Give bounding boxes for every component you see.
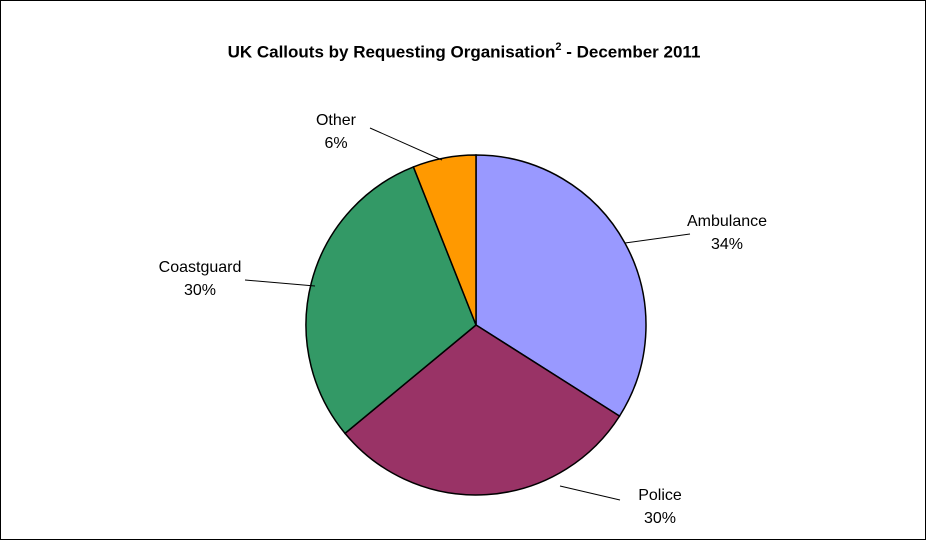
- slice-label-other: Other: [316, 112, 357, 129]
- chart-title-superscript: 2: [555, 41, 562, 53]
- slice-percent-ambulance: 34%: [711, 236, 743, 253]
- slice-label-police: Police: [638, 487, 682, 504]
- slice-percent-police: 30%: [644, 510, 676, 527]
- leader-line-ambulance: [624, 233, 691, 244]
- slice-label-ambulance: Ambulance: [687, 213, 767, 230]
- leader-line-other: [369, 127, 443, 161]
- slice-percent-coastguard: 30%: [184, 282, 216, 299]
- slice-percent-other: 6%: [324, 135, 347, 152]
- slice-label-coastguard: Coastguard: [159, 259, 242, 276]
- leader-line-coastguard: [244, 279, 316, 287]
- leader-line-police: [559, 485, 621, 501]
- pie-slice-coastguard: [305, 165, 477, 435]
- chart-title: UK Callouts by Requesting Organisation2 …: [0, 41, 928, 63]
- pie-slice-ambulance: [475, 154, 647, 418]
- chart-title-suffix: - December 2011: [566, 42, 701, 62]
- pie-slice-police: [343, 324, 621, 496]
- chart-title-text: UK Callouts by Requesting Organisation: [227, 42, 556, 62]
- pie-slice-other: [412, 154, 477, 326]
